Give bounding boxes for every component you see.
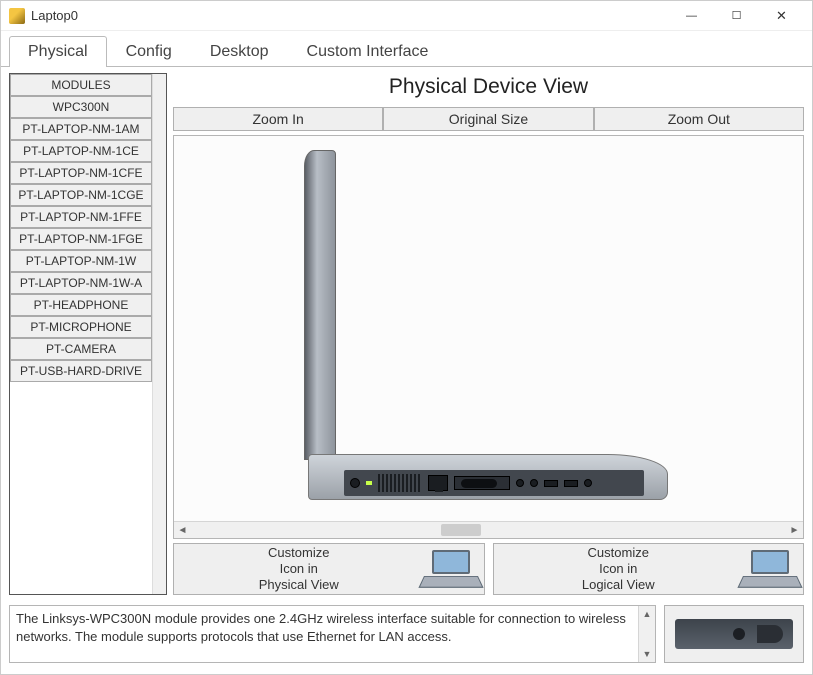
original-size-button[interactable]: Original Size bbox=[383, 107, 593, 131]
laptop-graphic bbox=[304, 150, 674, 510]
app-icon bbox=[9, 8, 25, 24]
module-item[interactable]: PT-LAPTOP-NM-1W bbox=[10, 250, 152, 272]
tab-config[interactable]: Config bbox=[107, 36, 191, 67]
zoom-out-button[interactable]: Zoom Out bbox=[594, 107, 804, 131]
tab-desktop[interactable]: Desktop bbox=[191, 36, 288, 67]
module-item[interactable]: PT-LAPTOP-NM-1CFE bbox=[10, 162, 152, 184]
scroll-left-icon[interactable]: ◄ bbox=[174, 522, 191, 539]
module-item[interactable]: PT-LAPTOP-NM-1CE bbox=[10, 140, 152, 162]
port-icon bbox=[584, 479, 592, 487]
audio-jack-icon bbox=[516, 479, 524, 487]
minimize-button[interactable]: — bbox=[669, 2, 714, 30]
vent-icon bbox=[378, 474, 422, 492]
device-hscrollbar[interactable]: ◄ ► bbox=[174, 521, 803, 538]
customize-physical-label: Customize Icon in Physical View bbox=[180, 545, 418, 594]
module-card-icon[interactable] bbox=[675, 619, 793, 649]
module-item[interactable]: PT-CAMERA bbox=[10, 338, 152, 360]
module-item[interactable]: PT-MICROPHONE bbox=[10, 316, 152, 338]
tab-custom-interface[interactable]: Custom Interface bbox=[288, 36, 448, 67]
description-box: The Linksys-WPC300N module provides one … bbox=[9, 605, 656, 663]
description-scrollbar[interactable]: ▲ ▼ bbox=[638, 606, 655, 662]
module-item[interactable]: PT-LAPTOP-NM-1AM bbox=[10, 118, 152, 140]
module-item[interactable]: PT-USB-HARD-DRIVE bbox=[10, 360, 152, 382]
window-title: Laptop0 bbox=[31, 8, 78, 23]
module-item[interactable]: PT-LAPTOP-NM-1CGE bbox=[10, 184, 152, 206]
module-preview[interactable] bbox=[664, 605, 804, 663]
description-text: The Linksys-WPC300N module provides one … bbox=[16, 611, 626, 644]
module-item[interactable]: PT-LAPTOP-NM-1FFE bbox=[10, 206, 152, 228]
scroll-up-icon[interactable]: ▲ bbox=[643, 608, 652, 620]
led-icon bbox=[366, 481, 372, 485]
titlebar: Laptop0 — ☐ ✕ bbox=[1, 1, 812, 31]
customize-physical-button[interactable]: Customize Icon in Physical View bbox=[173, 543, 485, 595]
maximize-button[interactable]: ☐ bbox=[714, 2, 759, 30]
module-item[interactable]: WPC300N bbox=[10, 96, 152, 118]
laptop-icon bbox=[424, 550, 478, 588]
close-button[interactable]: ✕ bbox=[759, 2, 804, 30]
scroll-right-icon[interactable]: ► bbox=[786, 522, 803, 539]
tab-bar: Physical Config Desktop Custom Interface bbox=[1, 31, 812, 67]
modules-header: MODULES bbox=[10, 74, 152, 96]
module-item[interactable]: PT-LAPTOP-NM-1FGE bbox=[10, 228, 152, 250]
card-slot-icon[interactable] bbox=[454, 476, 510, 490]
laptop-icon bbox=[743, 550, 797, 588]
module-item[interactable]: PT-HEADPHONE bbox=[10, 294, 152, 316]
device-view[interactable]: ◄ ► bbox=[173, 135, 804, 539]
usb-port-icon bbox=[544, 480, 558, 487]
zoom-in-button[interactable]: Zoom In bbox=[173, 107, 383, 131]
physical-heading: Physical Device View bbox=[173, 73, 804, 103]
power-port-icon bbox=[350, 478, 360, 488]
module-item[interactable]: PT-LAPTOP-NM-1W-A bbox=[10, 272, 152, 294]
ethernet-port-icon bbox=[428, 475, 448, 491]
modules-list: MODULES WPC300N PT-LAPTOP-NM-1AM PT-LAPT… bbox=[10, 74, 152, 594]
scroll-down-icon[interactable]: ▼ bbox=[643, 648, 652, 660]
customize-logical-label: Customize Icon in Logical View bbox=[500, 545, 738, 594]
modules-panel: MODULES WPC300N PT-LAPTOP-NM-1AM PT-LAPT… bbox=[9, 73, 167, 595]
audio-jack-icon bbox=[530, 479, 538, 487]
zoom-controls: Zoom In Original Size Zoom Out bbox=[173, 107, 804, 131]
customize-logical-button[interactable]: Customize Icon in Logical View bbox=[493, 543, 805, 595]
modules-scrollbar[interactable] bbox=[152, 74, 166, 594]
tab-physical[interactable]: Physical bbox=[9, 36, 107, 67]
usb-port-icon bbox=[564, 480, 578, 487]
